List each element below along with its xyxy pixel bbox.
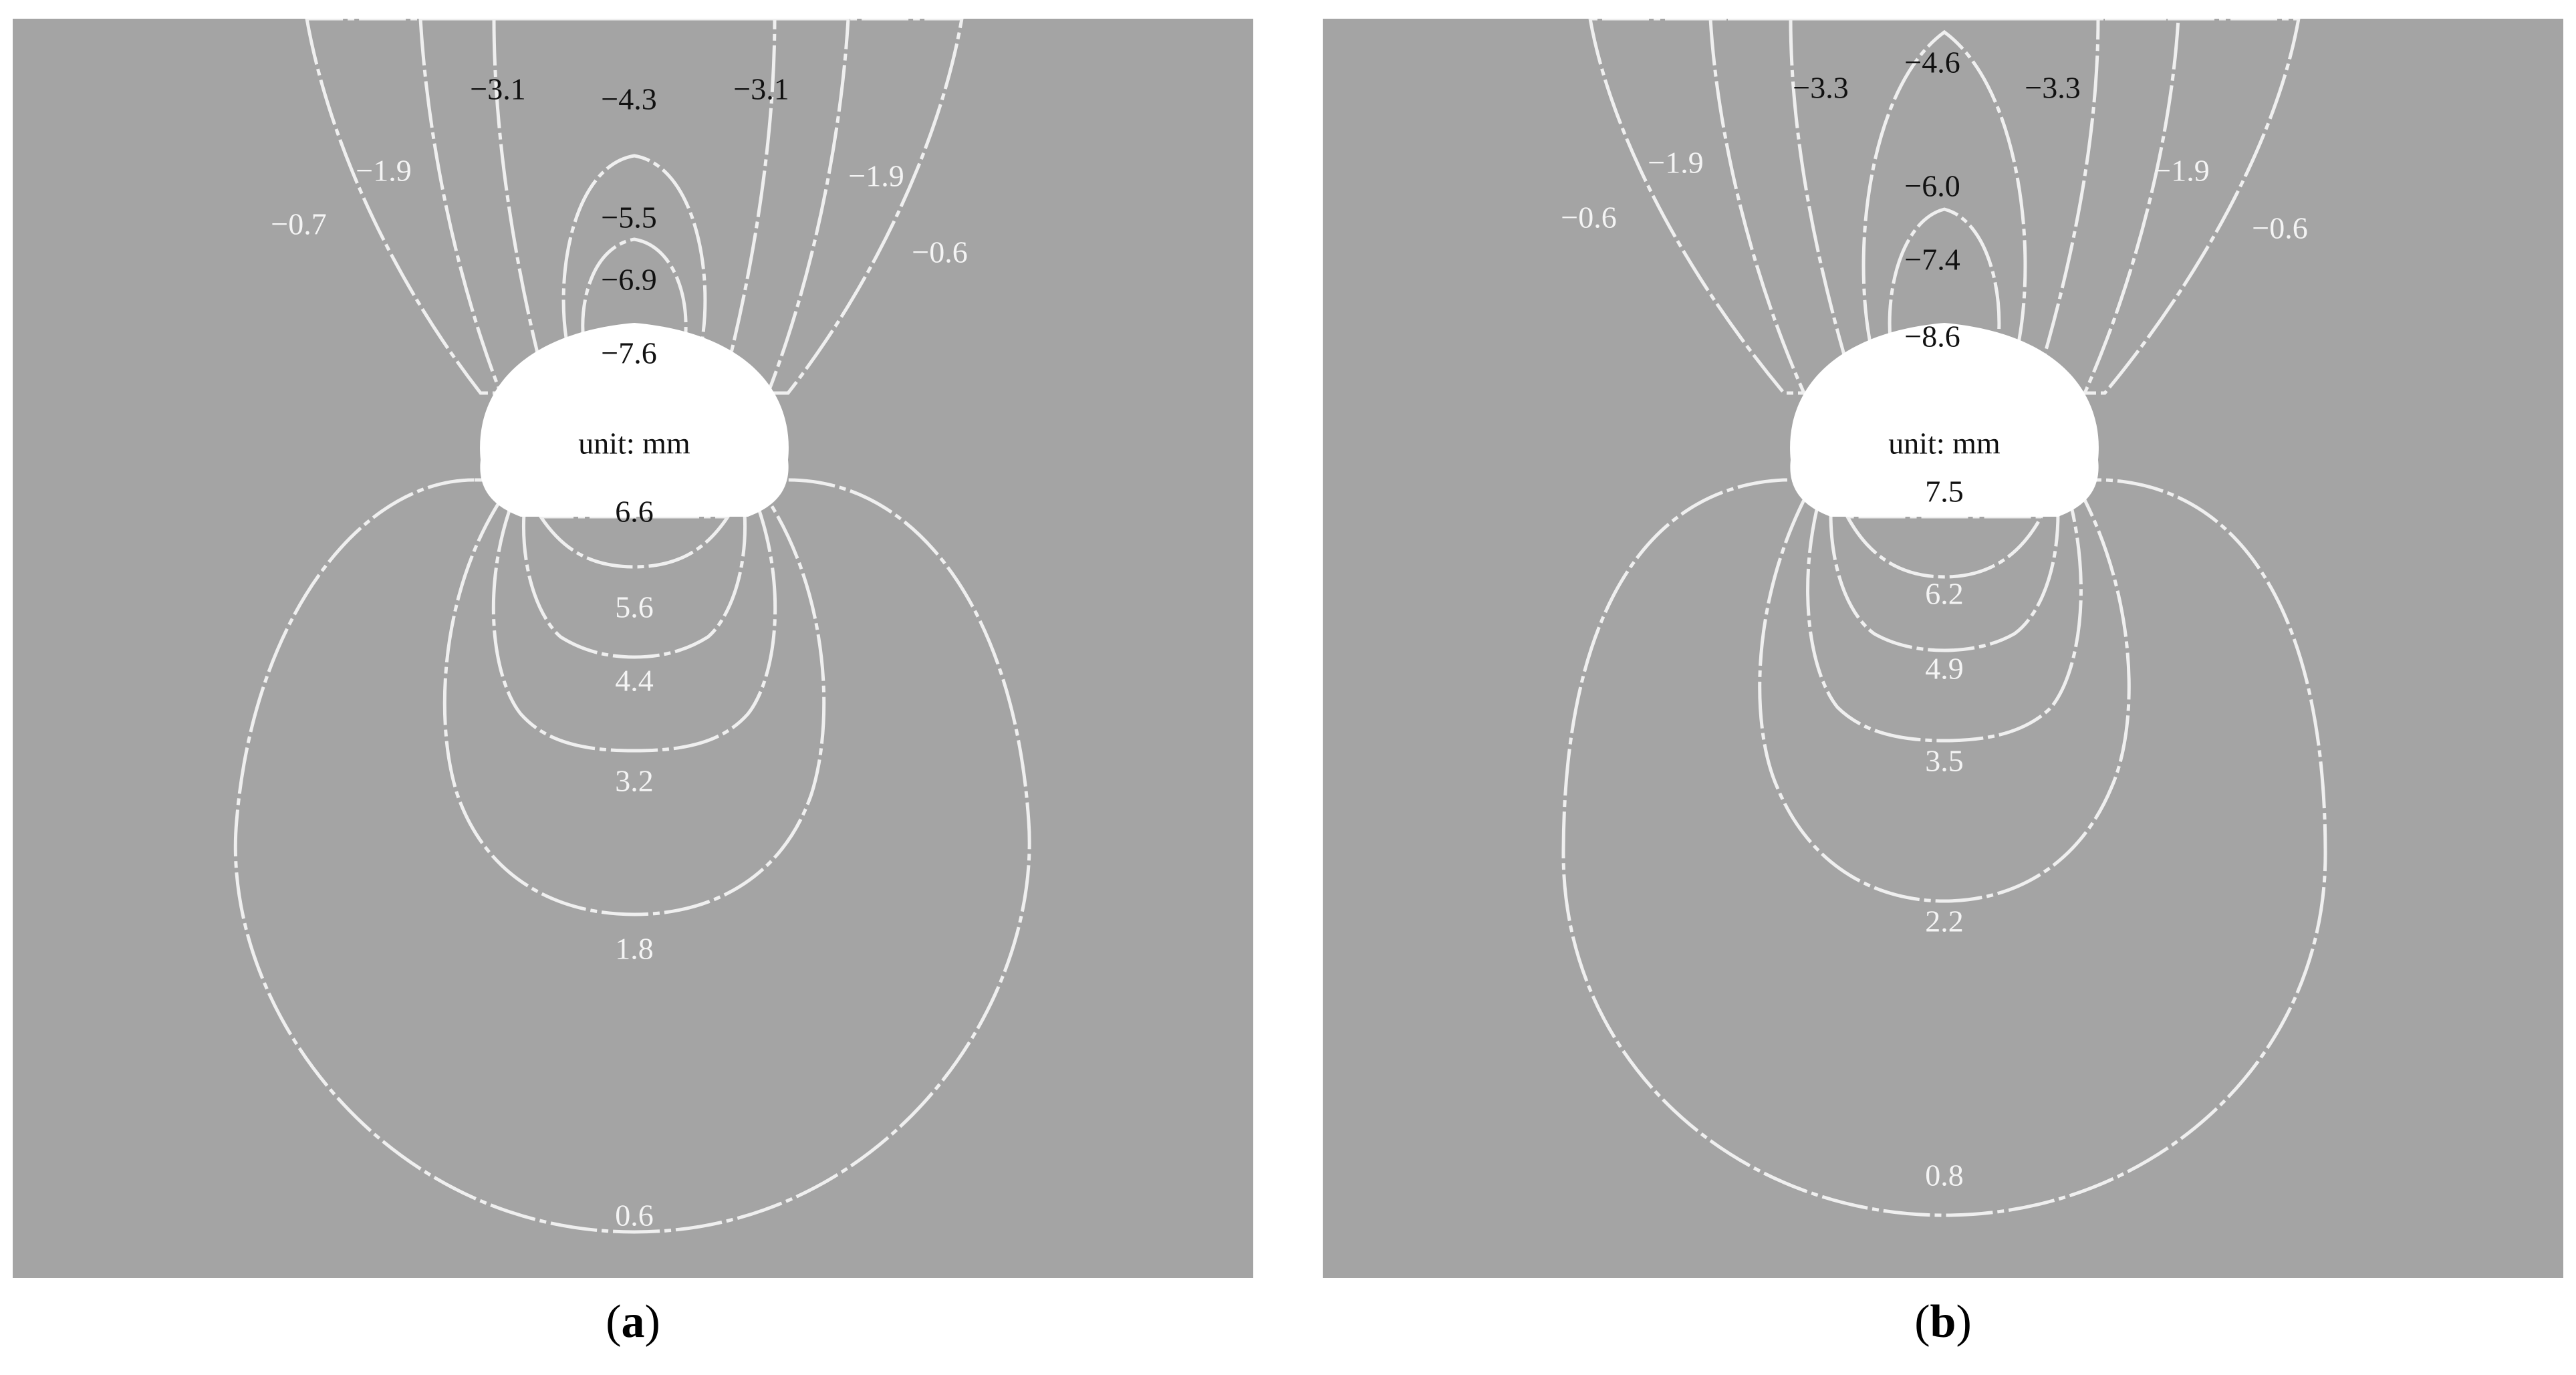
- contour-neg-5.5-a: [581, 237, 688, 348]
- label-neg-a-5: −1.9: [848, 159, 904, 193]
- label-pos-b-1: 6.2: [1925, 577, 1964, 611]
- label-neg-b-7: −6.0: [1904, 169, 1960, 203]
- label-neg-a-3: −4.3: [601, 82, 656, 116]
- label-pos-b-4: 2.2: [1925, 904, 1964, 939]
- unit-label-a: unit: mm: [578, 426, 690, 461]
- caption-b: (b): [1914, 1295, 1972, 1349]
- contour-neg-4.3-a: [561, 154, 707, 348]
- void-section-a: [480, 323, 789, 517]
- label-neg-b-4: −3.3: [2025, 71, 2080, 105]
- contour-neg-1.9-b: [1708, 19, 2180, 395]
- contour-neg-0.7-a: [305, 19, 964, 395]
- contour-pos-3.2-a: [491, 505, 777, 753]
- contour-pos-4.4-a: [521, 511, 747, 659]
- void-section-b: [1790, 323, 2099, 517]
- label-neg-a-4: −3.1: [733, 72, 789, 106]
- contour-pos-0.8-b: [1561, 478, 2327, 1217]
- caption-a-letter: a: [621, 1296, 645, 1348]
- label-neg-b-1: −1.9: [1648, 146, 1703, 180]
- label-neg-b-9: −8.6: [1904, 320, 1960, 354]
- label-pos-b-5: 0.8: [1925, 1158, 1964, 1193]
- label-neg-b-5: −1.9: [2154, 154, 2209, 188]
- contour-panel-b: −0.6 −1.9 −3.3 −4.6 −3.3 −1.9 −0.6 −6.0 …: [1323, 19, 2563, 1278]
- label-neg-b-6: −0.6: [2252, 211, 2307, 245]
- label-neg-a-2: −3.1: [470, 72, 525, 106]
- contour-pos-6.2-b: [1844, 515, 2045, 579]
- label-pos-a-2: 4.4: [615, 664, 654, 698]
- contour-pos-4.9-b: [1829, 511, 2060, 652]
- contour-pos-2.2-b: [1758, 498, 2131, 903]
- caption-a-close: ): [644, 1296, 660, 1348]
- contour-plot-a: −0.7 −1.9 −3.1 −4.3 −3.1 −1.9 −0.6 −5.5 …: [13, 19, 1253, 1278]
- caption-a-open: (: [606, 1296, 622, 1348]
- label-neg-a-6: −0.6: [912, 235, 967, 269]
- contour-neg-0.6-b: [1588, 19, 2301, 395]
- label-pos-a-3: 3.2: [615, 764, 654, 798]
- label-pos-a-0: 6.6: [615, 495, 654, 529]
- label-pos-b-3: 3.5: [1925, 744, 1964, 778]
- label-neg-a-0: −0.7: [271, 207, 326, 241]
- label-pos-b-0: 7.5: [1925, 475, 1964, 509]
- contour-neg-6.0-b: [1888, 207, 2001, 348]
- unit-label-b: unit: mm: [1888, 426, 2001, 461]
- caption-a: (a): [606, 1295, 660, 1349]
- label-neg-b-8: −7.4: [1904, 243, 1960, 277]
- label-pos-a-5: 0.6: [615, 1199, 654, 1233]
- contour-pos-1.8-a: [442, 498, 826, 916]
- contour-pos-5.6-a: [537, 515, 731, 569]
- label-pos-b-2: 4.9: [1925, 652, 1964, 686]
- label-pos-a-4: 1.8: [615, 932, 654, 966]
- label-neg-b-0: −0.6: [1561, 201, 1616, 235]
- background-a: [13, 19, 1253, 1278]
- contour-pos-0.6-a: [233, 478, 1031, 1234]
- caption-b-letter: b: [1930, 1296, 1956, 1348]
- label-neg-a-8: −6.9: [601, 263, 656, 297]
- contour-neg-4.6-b: [1861, 29, 2027, 348]
- label-neg-a-1: −1.9: [356, 154, 411, 188]
- contour-panel-a: −0.7 −1.9 −3.1 −4.3 −3.1 −1.9 −0.6 −5.5 …: [13, 19, 1253, 1278]
- caption-b-open: (: [1914, 1296, 1930, 1348]
- label-pos-a-1: 5.6: [615, 590, 654, 624]
- label-neg-b-2: −3.3: [1793, 71, 1848, 105]
- contour-plot-b: −0.6 −1.9 −3.3 −4.6 −3.3 −1.9 −0.6 −6.0 …: [1323, 19, 2563, 1278]
- label-neg-a-7: −5.5: [601, 201, 656, 235]
- contour-pos-3.5-b: [1806, 505, 2083, 743]
- label-neg-b-3: −4.6: [1904, 45, 1960, 80]
- label-neg-a-9: −7.6: [601, 336, 656, 370]
- caption-b-close: ): [1956, 1296, 1972, 1348]
- background-b: [1323, 19, 2563, 1278]
